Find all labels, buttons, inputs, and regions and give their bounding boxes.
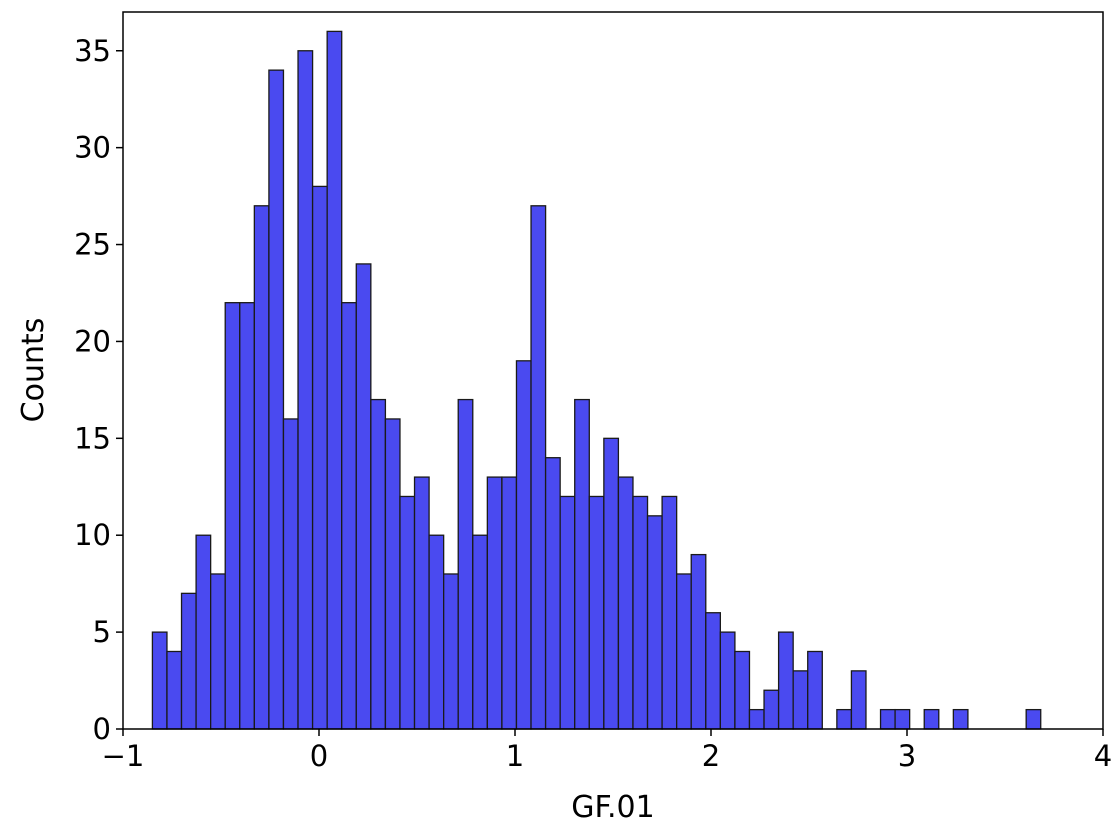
histogram-bar: [180, 592, 197, 730]
x-axis-ticks: −1 0 1 2 3 4: [102, 729, 1112, 773]
histogram-bar: [341, 302, 357, 730]
histogram-bar: [384, 418, 401, 730]
y-axis-label: Counts: [16, 318, 51, 423]
histogram-bar: [559, 495, 576, 730]
histogram-bar: [282, 418, 299, 730]
histogram-bar: [399, 495, 416, 730]
histogram-bar: [326, 30, 343, 730]
histogram-bar: [690, 553, 707, 730]
histogram-bar: [632, 495, 649, 730]
x-tick-label: 0: [310, 739, 328, 773]
y-tick-label: 30: [74, 131, 111, 165]
histogram-bar: [515, 360, 532, 730]
x-axis-label: GF.01: [571, 790, 654, 825]
y-tick-label: 35: [74, 34, 111, 68]
histogram-bar: [530, 205, 547, 730]
y-tick-label: 10: [74, 518, 111, 552]
y-axis-ticks: 0 5 10 15 20 25 30 35: [74, 34, 123, 746]
histogram-bar: [311, 185, 328, 730]
y-tick-label: 0: [93, 712, 111, 746]
x-tick-label: −1: [102, 739, 145, 773]
y-tick-label: 20: [74, 324, 111, 358]
x-tick-label: 3: [898, 739, 916, 773]
histogram-bar: [166, 650, 183, 730]
histogram-bar: [777, 631, 794, 730]
y-tick-label: 15: [74, 421, 111, 455]
histogram-bar: [705, 612, 721, 730]
bars-group: [151, 30, 1042, 730]
histogram-bar: [224, 302, 241, 730]
y-tick-label: 25: [74, 228, 111, 262]
histogram-bar: [370, 398, 387, 730]
histogram-bar: [676, 573, 692, 730]
y-tick-label: 5: [93, 615, 111, 649]
histogram-bar: [210, 573, 226, 730]
histogram-bar: [617, 476, 634, 730]
histogram-bar: [763, 689, 780, 730]
histogram-bar: [719, 631, 736, 730]
histogram-bar: [807, 650, 823, 730]
histogram-bar: [836, 708, 853, 730]
histogram-bar: [151, 631, 168, 730]
histogram-bar: [195, 534, 212, 730]
x-tick-label: 4: [1094, 739, 1112, 773]
histogram-bar: [355, 263, 372, 730]
histogram-bar: [734, 650, 751, 730]
histogram-bar: [661, 495, 678, 730]
x-tick-label: 1: [506, 739, 524, 773]
histogram-bar: [879, 708, 896, 730]
histogram-bar: [486, 476, 503, 730]
histogram-bar: [413, 476, 430, 730]
plot-frame: [122, 11, 1104, 730]
histogram-bar: [1025, 708, 1042, 730]
histogram-bar: [603, 437, 620, 730]
histogram-bar: [923, 708, 940, 730]
histogram-bar: [850, 670, 867, 730]
histogram-bar: [748, 708, 765, 730]
histogram-bar: [239, 302, 255, 730]
histogram-bar: [792, 670, 809, 730]
histogram-bar: [297, 50, 314, 730]
histogram-bar: [253, 205, 270, 730]
histogram-bar: [646, 515, 663, 730]
x-tick-label: 2: [702, 739, 720, 773]
histogram-bar: [588, 495, 605, 730]
histogram-bar: [894, 708, 911, 730]
histogram-bar: [268, 69, 285, 730]
histogram-bar: [952, 708, 969, 730]
histogram-bar: [574, 398, 590, 730]
histogram-bar: [501, 476, 518, 730]
histogram-bar: [544, 457, 561, 730]
histogram-bar: [472, 534, 488, 730]
histogram-bar: [443, 573, 459, 730]
histogram-bar: [457, 398, 474, 730]
histogram-bar: [428, 534, 445, 730]
